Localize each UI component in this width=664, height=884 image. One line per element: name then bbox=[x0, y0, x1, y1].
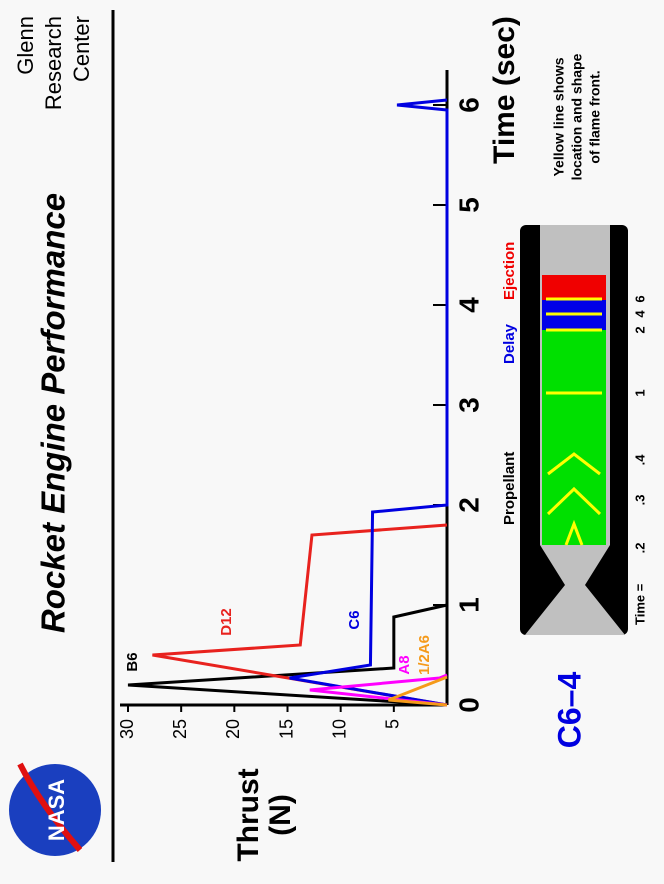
delay-label: Delay bbox=[501, 323, 518, 364]
series-label: C6 bbox=[346, 610, 363, 629]
y-axis-label: (N) bbox=[264, 794, 297, 836]
x-tick-label: 5 bbox=[453, 197, 484, 213]
note-line: location and shape bbox=[569, 53, 585, 180]
logo-swoosh bbox=[17, 762, 83, 852]
x-tick-label: 6 bbox=[453, 97, 484, 113]
y-tick-label: 10 bbox=[329, 719, 349, 739]
propellant-label: Propellant bbox=[501, 452, 518, 525]
nasa-logo: NASA bbox=[9, 762, 101, 856]
y-axis-label: Thrust bbox=[232, 768, 265, 861]
chart-title: Rocket Engine Performance bbox=[35, 193, 72, 633]
logo-text: NASA bbox=[44, 779, 69, 841]
x-tick-label: 0 bbox=[453, 697, 484, 713]
time-value: .4 bbox=[632, 454, 647, 466]
x-tick-label: 2 bbox=[453, 497, 484, 513]
x-tick-label: 3 bbox=[453, 397, 484, 413]
series-line bbox=[152, 523, 448, 707]
time-label: Time = bbox=[632, 583, 647, 625]
series-label: D12 bbox=[218, 608, 235, 636]
engine-title: C6–4 bbox=[551, 672, 587, 749]
x-tick-label: 1 bbox=[453, 597, 484, 613]
series-line bbox=[289, 98, 449, 707]
ejection bbox=[542, 275, 606, 300]
ejection-label: Ejection bbox=[501, 242, 518, 300]
note-line: Yellow line shows bbox=[551, 57, 567, 176]
x-tick-label: 4 bbox=[453, 297, 484, 313]
time-value: 6 bbox=[632, 295, 647, 302]
y-tick-label: 5 bbox=[383, 719, 403, 729]
y-tick-label: 30 bbox=[117, 719, 137, 739]
org-line: Center bbox=[69, 16, 94, 82]
time-value: 4 bbox=[632, 310, 647, 318]
y-tick-label: 20 bbox=[223, 719, 243, 739]
y-tick-label: 15 bbox=[276, 719, 296, 739]
series-line bbox=[309, 673, 448, 707]
flame-front bbox=[546, 486, 602, 516]
org-line: Glenn bbox=[13, 16, 38, 75]
propellant bbox=[542, 330, 606, 545]
rotated-frame: NASA Glenn Research Center Rocket Engine… bbox=[9, 10, 647, 862]
series-label: B6 bbox=[124, 652, 141, 671]
series-line bbox=[127, 603, 448, 707]
org-line: Research bbox=[41, 16, 66, 110]
x-axis-label: Time (sec) bbox=[488, 16, 521, 164]
engine bbox=[520, 225, 628, 635]
series-line bbox=[387, 675, 448, 707]
series-label: A8 bbox=[396, 655, 413, 674]
note-line: of flame front. bbox=[587, 70, 603, 163]
time-value: 1 bbox=[632, 389, 647, 396]
flame-front bbox=[547, 452, 601, 476]
time-value: .2 bbox=[632, 543, 647, 554]
time-value: .3 bbox=[632, 495, 647, 506]
y-tick-label: 25 bbox=[170, 719, 190, 739]
series-label: 1/2A6 bbox=[416, 635, 433, 675]
time-value: 2 bbox=[632, 326, 647, 333]
flame-front bbox=[564, 519, 584, 546]
